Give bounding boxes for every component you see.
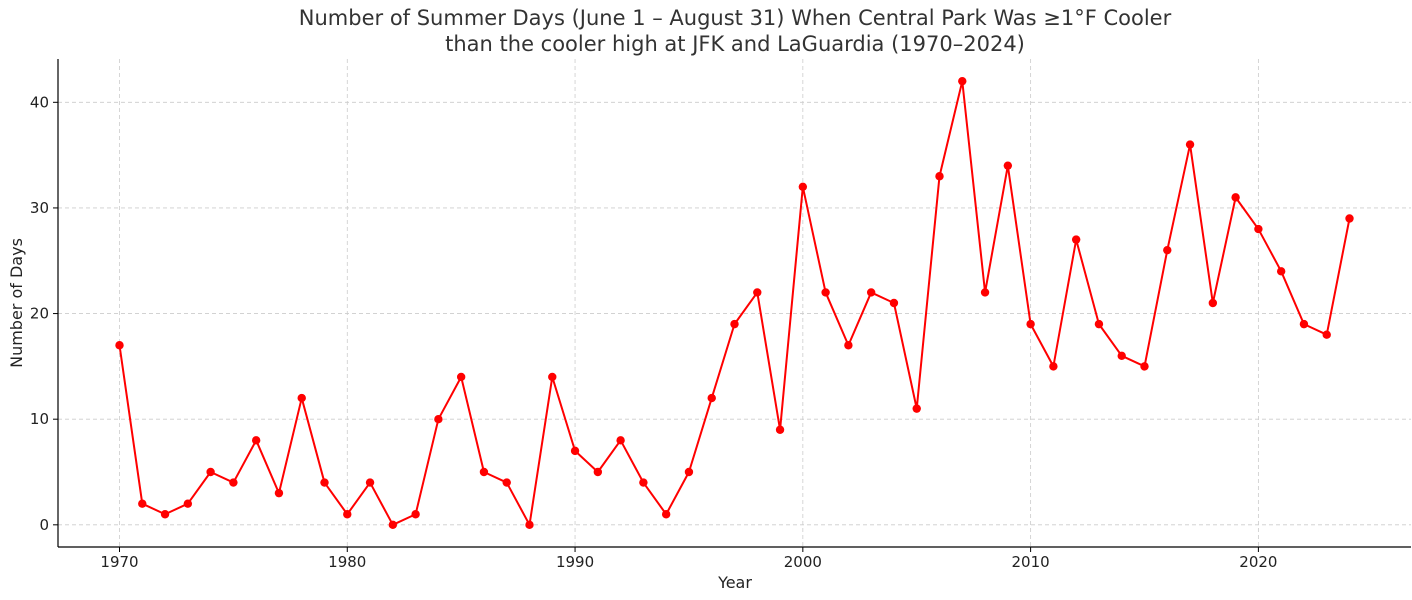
- data-point: [935, 172, 944, 181]
- chart-title: Number of Summer Days (June 1 – August 3…: [299, 6, 1172, 56]
- data-point: [616, 436, 625, 445]
- data-point: [434, 414, 443, 424]
- data-point: [593, 467, 603, 477]
- data-point: [1345, 214, 1354, 223]
- x-tick-label: 2020: [1239, 553, 1277, 571]
- data-point: [1094, 319, 1104, 329]
- data-point: [297, 393, 306, 403]
- data-point: [1026, 319, 1035, 329]
- data-point: [570, 446, 580, 456]
- data-point: [889, 298, 899, 308]
- data-point: [183, 499, 193, 508]
- data-point: [980, 288, 990, 297]
- data-point: [775, 425, 785, 434]
- series: [115, 76, 1354, 530]
- data-point: [388, 520, 398, 530]
- data-point: [1003, 161, 1013, 170]
- data-point: [684, 467, 694, 477]
- data-point: [548, 372, 557, 382]
- data-point: [1071, 235, 1081, 244]
- data-point: [1322, 330, 1331, 339]
- axes: [57, 59, 1411, 548]
- data-point: [753, 288, 762, 297]
- x-tick-label: 2010: [1012, 553, 1050, 571]
- data-point: [525, 520, 534, 530]
- y-tick-label: 20: [30, 305, 49, 323]
- data-point: [365, 478, 375, 487]
- y-axis-label: Number of Days: [7, 238, 26, 368]
- data-point: [730, 319, 739, 329]
- data-point: [1299, 319, 1309, 329]
- x-tick-label: 1980: [328, 553, 366, 571]
- data-point: [274, 488, 284, 498]
- data-point: [866, 288, 876, 297]
- data-point: [1185, 140, 1195, 149]
- data-point: [479, 467, 489, 477]
- y-tick-label: 0: [39, 516, 49, 534]
- data-point: [251, 436, 261, 445]
- data-point: [844, 341, 853, 350]
- data-point: [1276, 267, 1286, 276]
- x-tick-label: 2000: [784, 553, 822, 571]
- data-point: [639, 478, 648, 487]
- data-point: [1163, 245, 1172, 255]
- x-tick-label: 1970: [100, 553, 138, 571]
- y-tick-label: 30: [30, 199, 49, 217]
- data-point: [1254, 224, 1263, 234]
- x-tick-label: 1990: [556, 553, 594, 571]
- chart-title-line-2: than the cooler high at JFK and LaGuardi…: [445, 32, 1025, 56]
- data-point: [1208, 298, 1218, 308]
- data-point: [502, 478, 511, 487]
- data-point: [1231, 193, 1240, 202]
- data-point: [229, 478, 238, 487]
- data-point: [1140, 362, 1149, 371]
- data-point: [912, 404, 921, 413]
- data-point: [138, 499, 147, 508]
- y-tick-label: 10: [30, 410, 49, 428]
- data-point: [343, 510, 352, 519]
- data-point: [115, 341, 124, 350]
- data-point: [411, 510, 420, 519]
- y-tick-label: 40: [30, 93, 49, 111]
- data-point: [160, 510, 170, 519]
- data-point: [707, 393, 716, 403]
- data-point: [798, 182, 808, 192]
- ticks: 1970 1980 1990 2000 2010 2020 0 10 20 30 40: [30, 93, 1278, 571]
- data-point: [1049, 362, 1058, 371]
- grid: [58, 59, 1411, 547]
- chart-title-line-1: Number of Summer Days (June 1 – August 3…: [299, 6, 1172, 30]
- data-point: [1117, 351, 1126, 361]
- data-point: [320, 478, 329, 487]
- x-axis-label: Year: [717, 573, 752, 592]
- data-point: [821, 288, 830, 297]
- data-point: [661, 510, 671, 519]
- data-point: [206, 467, 215, 477]
- data-point: [456, 372, 466, 382]
- data-point: [958, 76, 967, 86]
- series-line: [118, 80, 1351, 526]
